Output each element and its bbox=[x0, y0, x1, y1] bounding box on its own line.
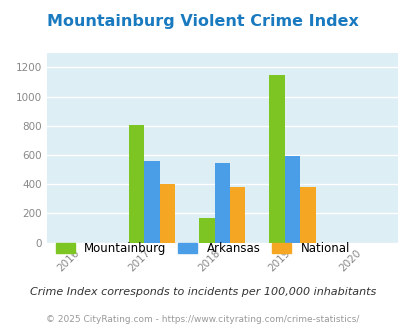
Bar bbox=[284, 156, 300, 243]
Bar bbox=[230, 187, 245, 243]
Text: © 2025 CityRating.com - https://www.cityrating.com/crime-statistics/: © 2025 CityRating.com - https://www.city… bbox=[46, 315, 359, 324]
Bar bbox=[269, 75, 284, 243]
Legend: Mountainburg, Arkansas, National: Mountainburg, Arkansas, National bbox=[51, 237, 354, 260]
Bar bbox=[160, 184, 175, 243]
Text: Crime Index corresponds to incidents per 100,000 inhabitants: Crime Index corresponds to incidents per… bbox=[30, 287, 375, 297]
Bar bbox=[128, 125, 144, 243]
Bar bbox=[300, 187, 315, 243]
Bar bbox=[198, 218, 214, 243]
Text: Mountainburg Violent Crime Index: Mountainburg Violent Crime Index bbox=[47, 14, 358, 29]
Bar bbox=[214, 163, 230, 243]
Bar bbox=[144, 161, 160, 243]
